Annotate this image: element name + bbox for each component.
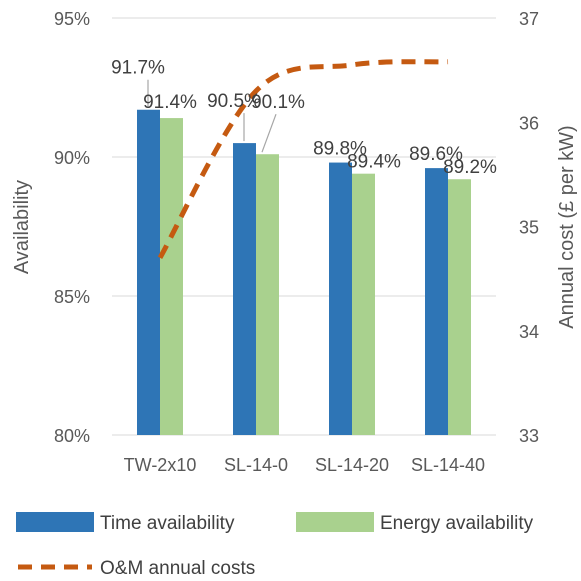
bar-energy-availability-sl-14-0 (256, 154, 279, 435)
y2-tick-label: 35 (519, 218, 539, 238)
leader-line (261, 114, 277, 153)
label-time-availability-sl-14-40: 89.6% (409, 144, 463, 165)
data-labels: 91.7% 90.5% 89.8% 89.6% 91.4% 90.1% 89.4% 89.2% (111, 58, 497, 179)
legend: Time availability Energy availability O&… (16, 512, 534, 579)
x-tick-label: SL-14-20 (315, 455, 389, 475)
y2-tick-label: 36 (519, 113, 539, 133)
label-energy-availability-tw-2x10: 91.4% (143, 92, 197, 113)
label-time-availability-tw-2x10: 91.7% (111, 58, 165, 79)
line-om-annual-costs (157, 59, 449, 260)
x-axis-ticks: TW-2x10 SL-14-0 SL-14-20 SL-14-40 (124, 455, 485, 475)
bar-energy-availability-sl-14-40 (448, 179, 471, 435)
leader-lines (147, 79, 277, 153)
y-tick-label: 85% (54, 287, 90, 307)
cost-line (157, 59, 449, 260)
legend-label-time-availability: Time availability (100, 513, 235, 534)
label-time-availability-sl-14-0: 90.5% (207, 91, 261, 112)
y2-tick-label: 37 (519, 9, 539, 29)
x-tick-label: TW-2x10 (124, 455, 197, 475)
bar-time-availability-sl-14-20 (329, 162, 352, 435)
bar-time-availability-tw-2x10 (137, 109, 160, 436)
bar-energy-availability-sl-14-20 (352, 173, 375, 435)
y-tick-label: 80% (54, 426, 90, 446)
y2-tick-label: 33 (519, 426, 539, 446)
label-time-availability-sl-14-20: 89.8% (313, 139, 367, 160)
label-energy-availability-sl-14-20: 89.4% (347, 152, 401, 173)
y-tick-label: 90% (54, 148, 90, 168)
legend-swatch-energy-availability (296, 512, 374, 532)
bar-time-availability-sl-14-40 (425, 168, 448, 435)
legend-label-energy-availability: Energy availability (380, 513, 534, 534)
legend-label-om-costs: O&M annual costs (100, 558, 255, 579)
x-tick-label: SL-14-0 (224, 455, 288, 475)
y-axis-title: Availability (11, 180, 33, 274)
y-tick-label: 95% (54, 9, 90, 29)
label-energy-availability-sl-14-40: 89.2% (443, 157, 497, 178)
y-axis-ticks: 80% 85% 90% 95% (54, 9, 90, 446)
label-energy-availability-sl-14-0: 90.1% (251, 92, 305, 113)
y2-axis-ticks: 33 34 35 36 37 (519, 9, 539, 446)
x-tick-label: SL-14-40 (411, 455, 485, 475)
legend-swatch-time-availability (16, 512, 94, 532)
y2-tick-label: 34 (519, 322, 539, 342)
bars (137, 109, 471, 436)
bar-energy-availability-tw-2x10 (160, 118, 183, 435)
y2-axis-title: Annual cost (£ per kW) (556, 125, 578, 328)
bar-time-availability-sl-14-0 (233, 143, 256, 435)
